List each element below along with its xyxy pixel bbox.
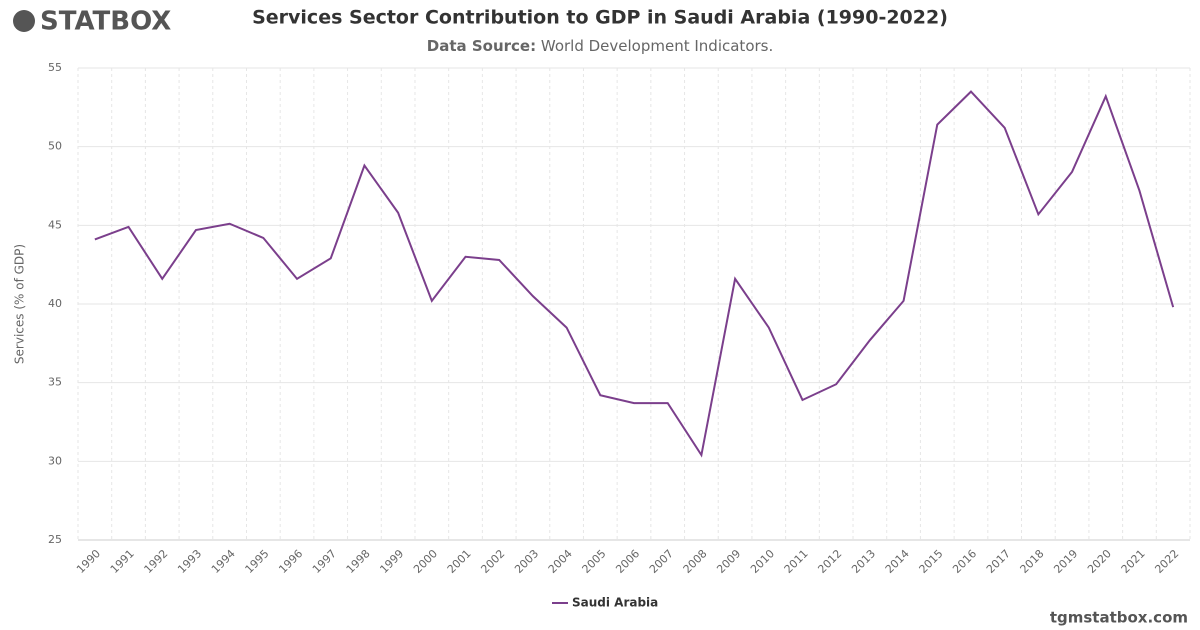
chart-title: Services Sector Contribution to GDP in S… — [252, 7, 948, 29]
x-tick-label: 2015 — [917, 547, 946, 576]
x-tick-label: 2004 — [546, 547, 575, 576]
legend-label: Saudi Arabia — [572, 596, 658, 610]
x-tick-label: 2003 — [512, 547, 541, 576]
y-axis-title: Services (% of GDP) — [13, 244, 27, 364]
y-tick-label: 40 — [48, 297, 62, 310]
chart-subtitle: Data Source: World Development Indicator… — [427, 37, 774, 55]
x-tick-label: 1991 — [108, 547, 137, 576]
x-tick-label: 2006 — [613, 547, 642, 576]
subtitle-label: Data Source: — [427, 37, 536, 55]
data-line — [94, 90, 1175, 458]
logo-text: STATBOX — [40, 7, 171, 37]
x-tick-label: 2017 — [984, 547, 1013, 576]
x-tick-label: 2012 — [815, 547, 844, 576]
x-tick-label: 1998 — [344, 547, 373, 576]
x-tick-label: 2022 — [1152, 547, 1181, 576]
x-tick-label: 1999 — [377, 547, 406, 576]
x-tick-label: 1997 — [310, 547, 339, 576]
x-tick-label: 2013 — [849, 547, 878, 576]
x-tick-label: 2018 — [1018, 547, 1047, 576]
x-tick-label: 1996 — [276, 547, 305, 576]
x-tick-label: 2014 — [883, 547, 912, 576]
x-tick-label: 2008 — [681, 547, 710, 576]
x-tick-label: 2001 — [445, 547, 474, 576]
subtitle-text: World Development Indicators. — [541, 37, 773, 55]
y-tick-label: 55 — [48, 61, 62, 74]
x-tick-label: 1994 — [209, 547, 238, 576]
x-tick-label: 1993 — [175, 547, 204, 576]
x-tick-label: 2000 — [411, 547, 440, 576]
x-tick-label: 2011 — [782, 547, 811, 576]
footer: tgmstatbox.com — [1050, 609, 1188, 627]
x-tick-label: 2002 — [478, 547, 507, 576]
logo-icon — [13, 10, 35, 32]
x-tick-label: 2021 — [1119, 547, 1148, 576]
x-tick-label: 2005 — [580, 547, 609, 576]
x-tick-label: 1992 — [141, 547, 170, 576]
y-tick-label: 25 — [48, 533, 62, 546]
y-tick-label: 50 — [48, 140, 62, 153]
x-tick-label: 2007 — [647, 547, 676, 576]
x-tick-label: 1990 — [74, 547, 103, 576]
x-tick-label: 2020 — [1085, 547, 1114, 576]
y-tick-label: 35 — [48, 376, 62, 389]
x-tick-label: 2009 — [714, 547, 743, 576]
y-tick-label: 30 — [48, 454, 62, 467]
x-tick-label: 2016 — [950, 547, 979, 576]
y-tick-label: 45 — [48, 218, 62, 231]
logo: STATBOX — [13, 7, 171, 37]
x-tick-label: 1995 — [243, 547, 272, 576]
x-tick-label: 2010 — [748, 547, 777, 576]
x-tick-label: 2019 — [1051, 547, 1080, 576]
